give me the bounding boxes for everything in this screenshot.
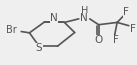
- Text: F: F: [113, 35, 119, 45]
- Text: N: N: [50, 13, 58, 23]
- Text: F: F: [130, 24, 136, 34]
- Text: N: N: [80, 13, 88, 23]
- Text: S: S: [36, 43, 42, 53]
- Text: F: F: [123, 7, 129, 17]
- Text: Br: Br: [6, 25, 16, 35]
- Text: H: H: [81, 6, 88, 16]
- Text: O: O: [95, 35, 103, 45]
